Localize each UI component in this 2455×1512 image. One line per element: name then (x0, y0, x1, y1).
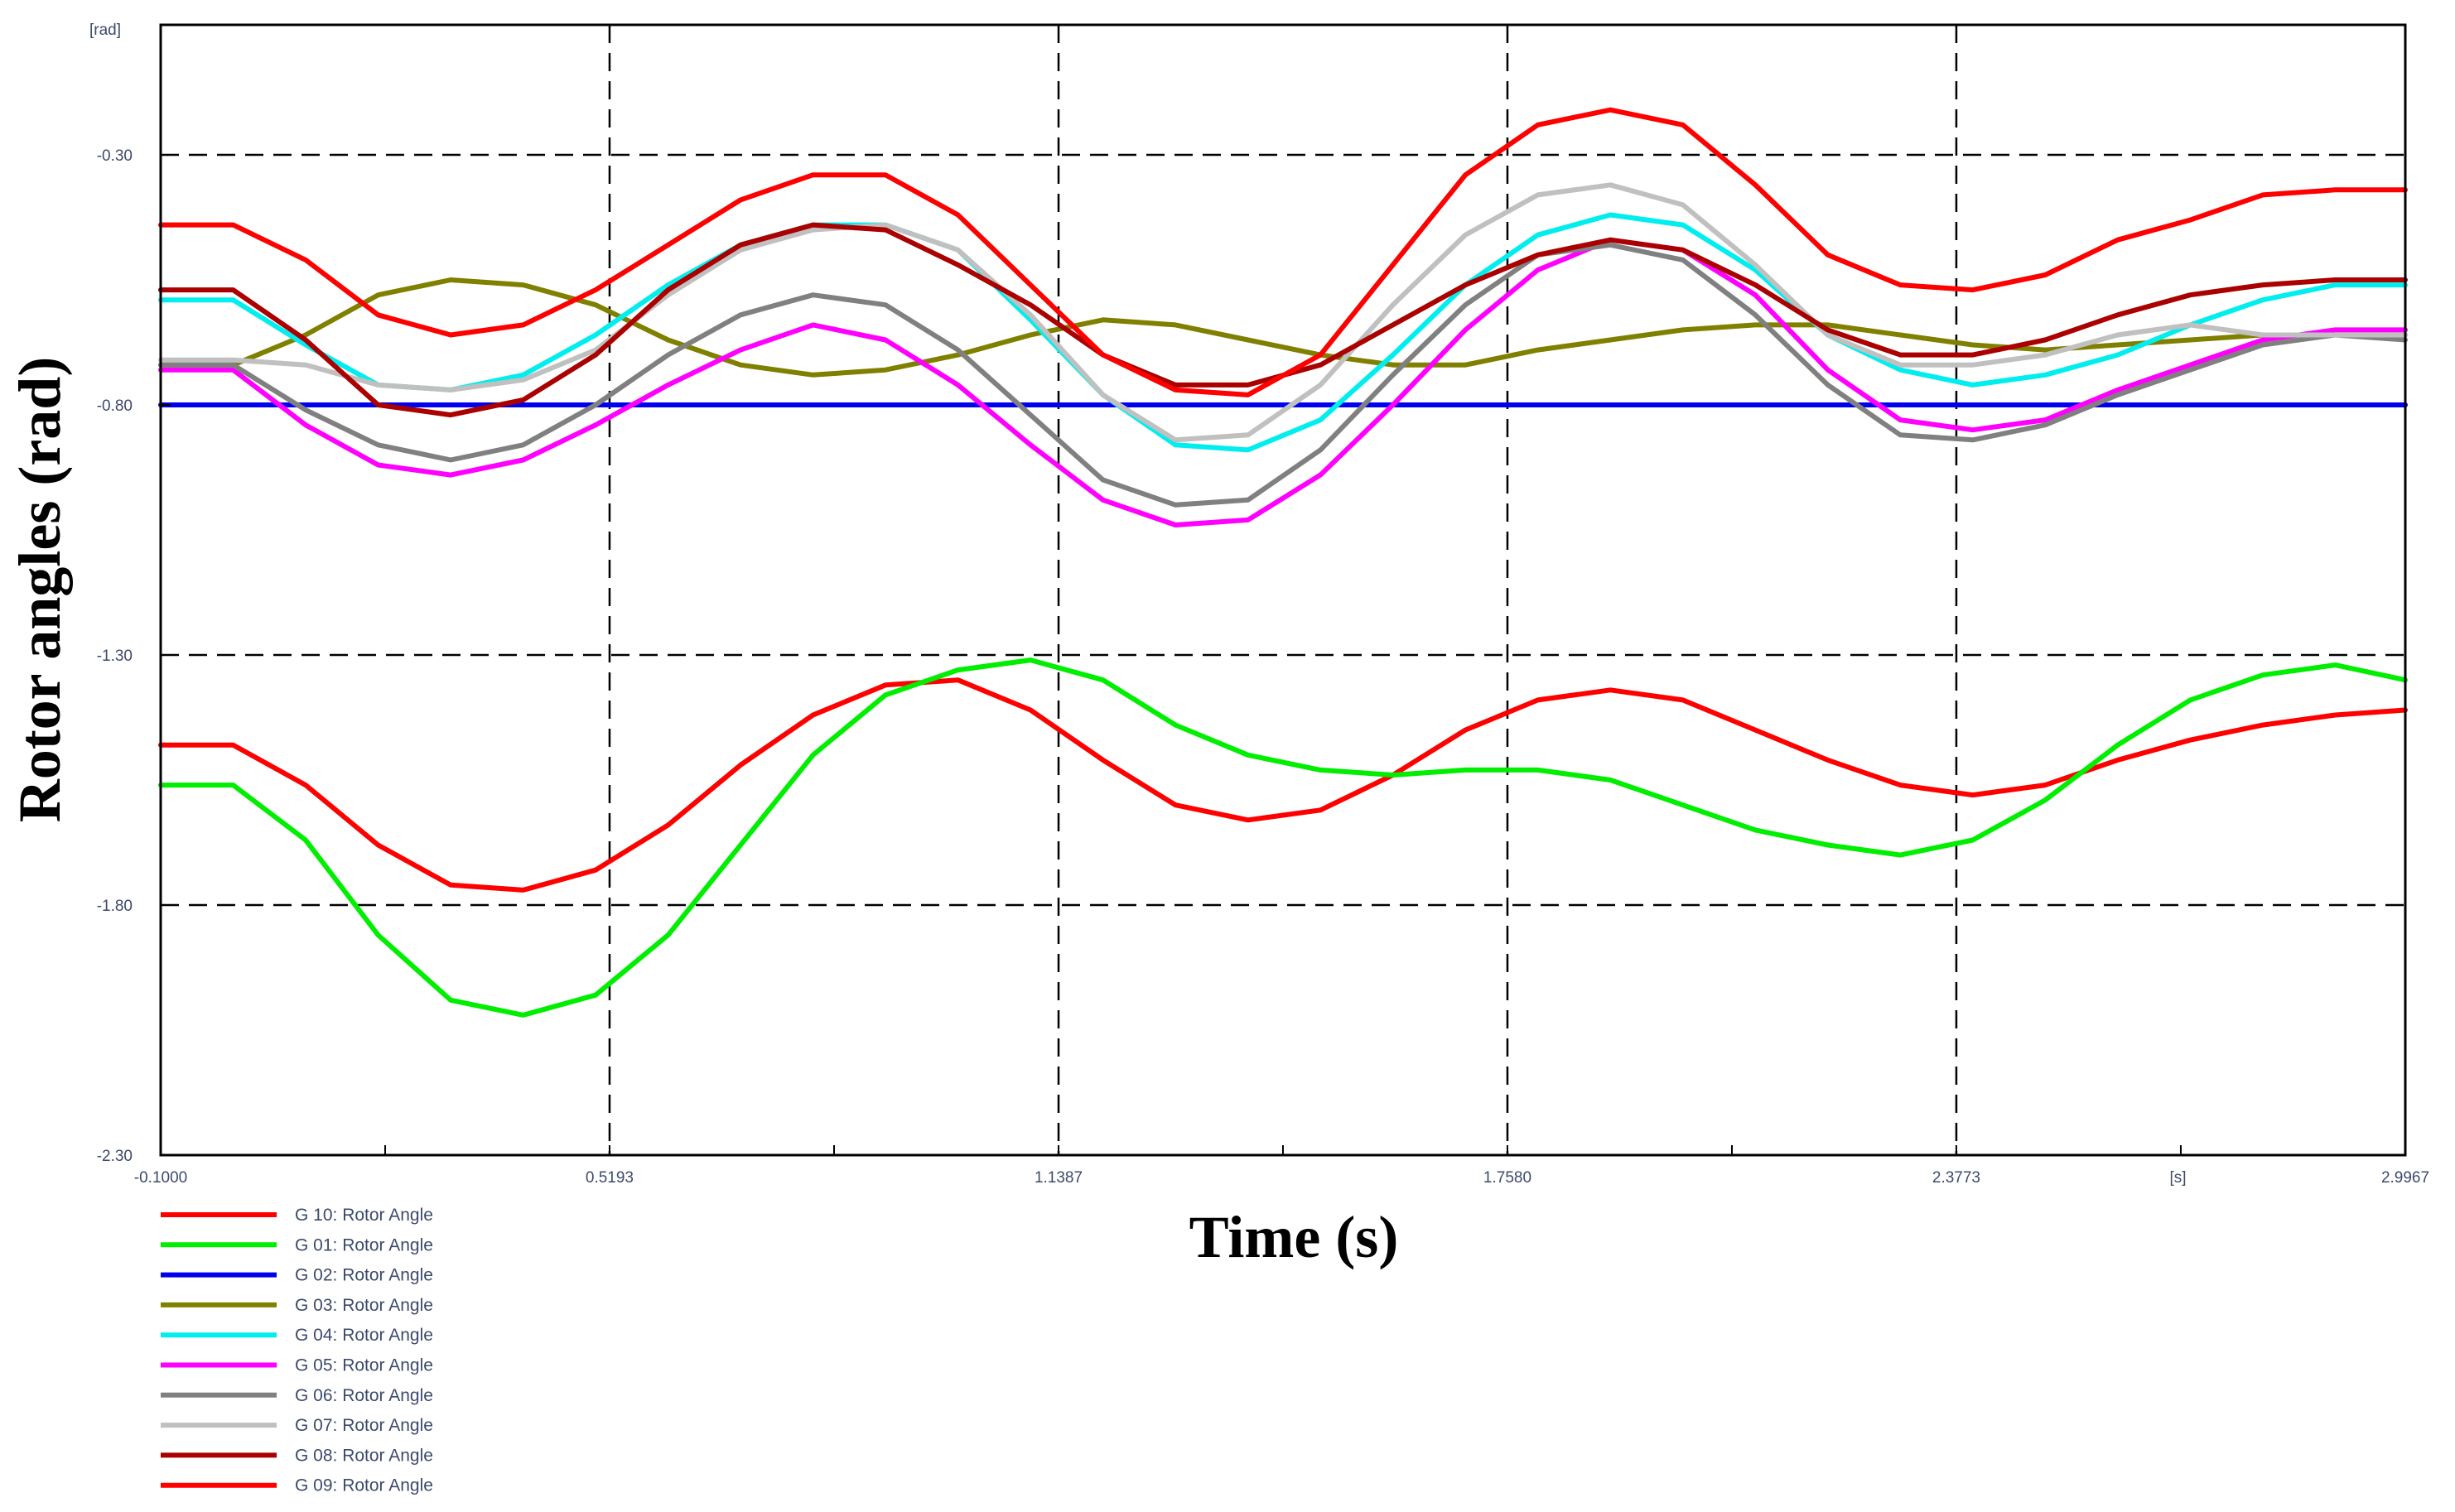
legend-entry-label: G 05: Rotor Angle (295, 1356, 433, 1375)
series-line-2 (158, 657, 2408, 1018)
y-axis-title: Rotor angles (rad) (7, 357, 73, 823)
series-line-7 (158, 242, 2408, 508)
x-axis-title: Time (s) (1189, 1204, 1399, 1270)
y-unit-label: [rad] (89, 22, 121, 39)
series-line-1 (158, 677, 2408, 893)
series-line-4 (158, 277, 2408, 378)
x-unit-label: [s] (2169, 1169, 2186, 1187)
x-tick-label: -0.1000 (134, 1169, 187, 1187)
legend: G 10: Rotor Angle G 01: Rotor Angle G 02: … (161, 1206, 433, 1495)
x-tick-label: 0.5193 (586, 1169, 634, 1187)
y-tick-label: -1.30 (97, 648, 133, 665)
series-line-8 (158, 182, 2408, 443)
x-tick-label: 1.7580 (1483, 1169, 1531, 1187)
series-line-5 (158, 212, 2408, 453)
tick-labels: -0.1000 0.5193 1.1387 1.7580 2.3773 2.9967 -2.… (97, 147, 2429, 1187)
legend-entry-label: G 01: Rotor Angle (295, 1235, 433, 1254)
legend-entry-label: G 03: Rotor Angle (295, 1296, 433, 1315)
series-lines (158, 107, 2408, 1018)
legend-entry-label: G 10: Rotor Angle (295, 1206, 433, 1225)
legend-entry-label: G 06: Rotor Angle (295, 1386, 433, 1405)
legend-entry-label: G 04: Rotor Angle (295, 1326, 433, 1345)
x-tick-label: 2.3773 (1932, 1169, 1980, 1187)
legend-entry-label: G 07: Rotor Angle (295, 1416, 433, 1435)
series-line-6 (158, 237, 2408, 527)
y-tick-label: -1.80 (97, 898, 133, 915)
x-tick-label: 2.9967 (2381, 1169, 2429, 1187)
axis-ticks (160, 154, 2406, 1156)
y-tick-label: -2.30 (97, 1148, 133, 1165)
legend-entry-label: G 02: Rotor Angle (295, 1266, 433, 1285)
y-tick-label: -0.80 (97, 397, 133, 415)
x-tick-label: 1.1387 (1035, 1169, 1083, 1187)
legend-entry-label: G 09: Rotor Angle (295, 1476, 433, 1495)
legend-entry-label: G 08: Rotor Angle (295, 1446, 433, 1465)
series-line-10 (158, 107, 2408, 397)
y-tick-label: -0.30 (97, 147, 133, 165)
